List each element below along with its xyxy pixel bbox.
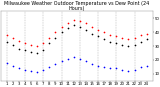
Point [36,72,38,73]
Point [72,57,75,58]
Point [85,61,87,62]
Point [18,48,20,50]
Point [115,36,118,37]
Point [72,25,75,26]
Point [91,63,93,65]
Point [12,65,14,66]
Point [127,39,130,40]
Point [121,37,124,39]
Point [18,40,20,41]
Point [109,68,112,69]
Point [121,44,124,45]
Point [139,41,142,43]
Point [12,37,14,39]
Point [97,29,99,30]
Point [91,26,93,27]
Point [66,58,69,59]
Point [66,22,69,23]
Point [79,21,81,22]
Point [60,32,63,33]
Point [18,68,20,69]
Point [36,52,38,54]
Point [109,41,112,43]
Point [72,19,75,21]
Point [91,33,93,34]
Point [115,68,118,69]
Point [133,69,136,70]
Point [30,44,32,45]
Point [12,44,14,45]
Point [139,66,142,68]
Point [24,43,26,44]
Point [97,36,99,37]
Point [145,65,148,66]
Point [133,37,136,39]
Point [127,70,130,72]
Point [48,37,51,39]
Point [85,29,87,30]
Point [36,45,38,47]
Point [54,37,57,39]
Point [60,26,63,27]
Point [133,44,136,45]
Point [54,32,57,33]
Point [66,27,69,29]
Point [48,66,51,68]
Point [145,39,148,40]
Point [85,22,87,23]
Title: Milwaukee Weather Outdoor Temperature vs Dew Point (24 Hours): Milwaukee Weather Outdoor Temperature vs… [4,1,149,11]
Point [139,34,142,36]
Point [127,45,130,47]
Point [24,50,26,51]
Point [60,61,63,62]
Point [5,41,8,43]
Point [5,34,8,36]
Point [121,69,124,70]
Point [30,70,32,72]
Point [24,69,26,70]
Point [48,43,51,44]
Point [42,43,44,44]
Point [42,69,44,70]
Point [145,33,148,34]
Point [109,34,112,36]
Point [30,51,32,52]
Point [97,65,99,66]
Point [54,63,57,65]
Point [103,32,105,33]
Point [103,39,105,40]
Point [103,66,105,68]
Point [79,58,81,59]
Point [79,26,81,27]
Point [115,43,118,44]
Point [5,62,8,63]
Point [42,50,44,51]
